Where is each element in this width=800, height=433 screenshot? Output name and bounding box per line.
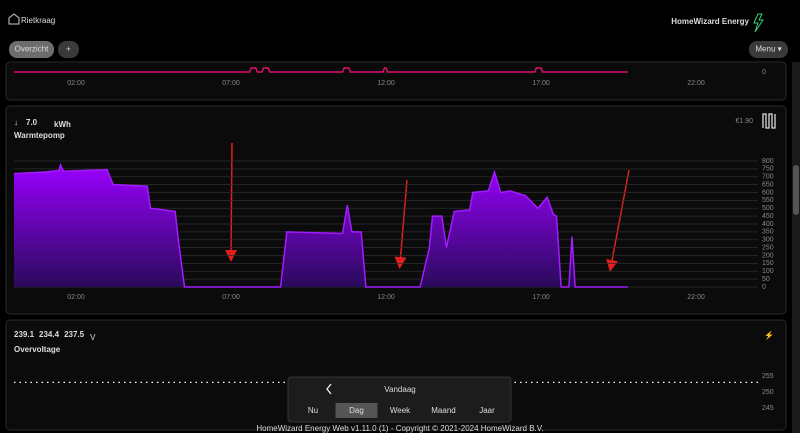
x-tick-label: 22:00	[687, 294, 705, 301]
panel-heatpump	[5, 105, 787, 315]
energy-value: 7.0	[26, 118, 38, 127]
x-tick-label: 02:00	[67, 294, 85, 301]
arrow: ↓	[14, 118, 18, 127]
period-picker	[287, 376, 512, 423]
home-icon[interactable]	[8, 13, 20, 25]
y-tick-label: 500	[762, 205, 774, 212]
voltage-value: 237.5	[64, 330, 85, 339]
brand: HomeWizard Energy	[671, 17, 749, 26]
y-tick-label: 700	[762, 174, 774, 181]
add-button[interactable]	[58, 41, 79, 58]
y-tick-label: 250	[762, 244, 774, 251]
tab-selected[interactable]	[335, 403, 378, 418]
y-tick-label: 350	[762, 229, 774, 236]
tab-overview-label[interactable]: Overzicht	[15, 45, 50, 54]
add-label[interactable]: +	[66, 45, 71, 54]
x-tick-label: 12:00	[377, 80, 395, 87]
period-tab[interactable]: Nu	[308, 406, 318, 415]
period-title: Vandaag	[384, 385, 415, 394]
period-tab[interactable]: Dag	[349, 406, 364, 415]
voltage-value: 239.1	[14, 330, 35, 339]
period-tab[interactable]: Week	[390, 406, 411, 415]
area-fill	[14, 164, 628, 287]
period-tab[interactable]: Jaar	[479, 406, 495, 415]
annotation-arrow	[606, 169, 630, 272]
series-line	[13, 162, 628, 288]
y-tick-label: 100	[762, 268, 774, 275]
y-tick-label: 650	[762, 181, 774, 188]
y-tick-label: 400	[762, 221, 774, 228]
back-button[interactable]	[326, 383, 332, 395]
y-tick-label: 0	[762, 69, 766, 76]
period-tab[interactable]: Maand	[431, 406, 455, 415]
y-tick-label: 800	[762, 158, 774, 165]
tab-overview[interactable]	[9, 41, 54, 58]
voltage-name: Overvoltage	[14, 345, 61, 354]
device-name: Warmtepomp	[14, 131, 65, 140]
x-tick-label: 07:00	[222, 294, 240, 301]
cost: €1.90	[735, 118, 753, 125]
y-tick-label: 450	[762, 213, 774, 220]
x-tick-label: 22:00	[687, 80, 705, 87]
scrollbar[interactable]	[792, 62, 800, 433]
series-line	[14, 67, 628, 73]
y-tick-label: 250	[762, 389, 774, 396]
y-tick-label: 50	[762, 276, 770, 283]
menu-label[interactable]: Menu ▾	[755, 45, 781, 54]
footer: HomeWizard Energy Web v1.11.0 (1) - Copy…	[256, 424, 543, 433]
x-tick-label: 12:00	[377, 294, 395, 301]
x-tick-label: 07:00	[222, 80, 240, 87]
x-tick-label: 17:00	[532, 80, 550, 87]
y-tick-label: 300	[762, 237, 774, 244]
panel-voltage	[5, 319, 787, 431]
y-tick-label: 245	[762, 405, 774, 412]
heat-icon	[762, 113, 776, 129]
y-tick-label: 0	[762, 284, 766, 291]
x-tick-label: 02:00	[67, 80, 85, 87]
y-tick-label: 550	[762, 197, 774, 204]
energy-unit: kWh	[54, 120, 71, 129]
location[interactable]: Rietkraag	[21, 16, 55, 25]
pylon-icon: ⚡	[764, 330, 774, 340]
y-tick-label: 750	[762, 166, 774, 173]
annotation-arrow	[225, 142, 238, 262]
panel-top	[5, 61, 787, 101]
voltage-unit: V	[90, 333, 96, 342]
y-tick-label: 200	[762, 252, 774, 259]
y-tick-label: 150	[762, 260, 774, 267]
voltage-value: 234.4	[39, 330, 60, 339]
annotation-arrow	[394, 179, 408, 269]
menu-button[interactable]	[749, 41, 788, 58]
y-tick-label: 600	[762, 189, 774, 196]
y-tick-label: 255	[762, 373, 774, 380]
logo	[753, 13, 764, 33]
scroll-thumb[interactable]	[793, 165, 799, 215]
x-tick-label: 17:00	[532, 294, 550, 301]
